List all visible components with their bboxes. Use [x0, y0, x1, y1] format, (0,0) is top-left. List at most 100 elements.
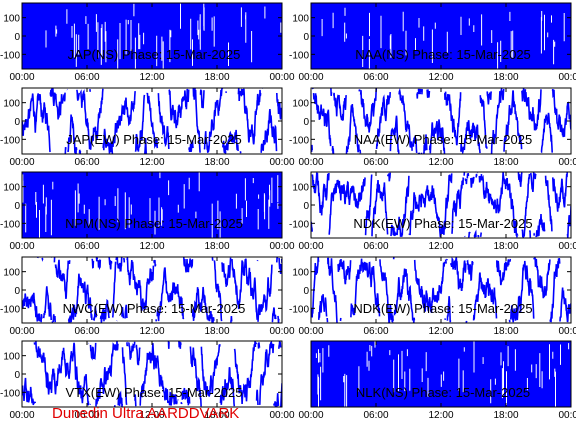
- x-tick-label: 00:00: [269, 410, 294, 421]
- phase-trace-line: [311, 172, 571, 238]
- x-tick-label: 06:00: [363, 326, 388, 337]
- x-tick-label: 00:00: [9, 157, 34, 168]
- y-tick-label: 0: [14, 117, 20, 128]
- y-tick-label: -100: [289, 50, 309, 61]
- phase-trace: [311, 257, 571, 323]
- chart-title: NLK(NS) Phase: 15-Mar-2025: [356, 385, 530, 400]
- x-tick-label: 18:00: [204, 410, 229, 421]
- x-tick-label: 18:00: [493, 326, 518, 337]
- y-tick-label: 100: [292, 268, 309, 279]
- phase-trace-fill: [22, 172, 282, 238]
- chart-panel: 100 0 -100 00:00 06:00 12:00 18:00 00:00 VTX(EW)…: [0, 340, 295, 421]
- y-tick-label: 100: [3, 99, 20, 110]
- x-tick-label: 12:00: [139, 410, 164, 421]
- y-tick-label: 0: [303, 286, 309, 297]
- x-tick-label: 18:00: [204, 241, 229, 252]
- chart-title: NPM(NS) Phase: 15-Mar-2025: [65, 216, 243, 231]
- chart-title: NDK(EW) Phase: 15-Mar-2025: [353, 216, 532, 231]
- x-tick-label: 00:00: [558, 157, 576, 168]
- chart-panel: 100 0 -100 00:00 06:00 12:00 18:00 00:00 JAP(EW)…: [0, 87, 295, 168]
- chart-title: NAA(NS) Phase: 15-Mar-2025: [355, 47, 531, 62]
- x-tick-label: 18:00: [204, 72, 229, 83]
- x-tick-label: 00:00: [9, 326, 34, 337]
- x-tick-label: 12:00: [139, 241, 164, 252]
- x-tick-label: 18:00: [493, 241, 518, 252]
- y-tick-label: 0: [14, 286, 20, 297]
- x-tick-label: 06:00: [363, 157, 388, 168]
- phase-trace-fill: [22, 3, 282, 69]
- x-tick-label: 12:00: [428, 410, 453, 421]
- phase-trace: [22, 257, 282, 323]
- y-tick-label: -100: [289, 219, 309, 230]
- y-tick-label: -100: [0, 304, 20, 315]
- y-tick-label: 100: [3, 268, 20, 279]
- chart-panel: 100 0 -100 00:00 06:00 12:00 18:00 00:00 NWC(EW)…: [0, 256, 295, 337]
- x-tick-label: 06:00: [74, 157, 99, 168]
- y-tick-label: 100: [292, 99, 309, 110]
- x-tick-label: 06:00: [74, 72, 99, 83]
- phase-trace-gaps: [45, 3, 282, 69]
- phase-trace-line: [311, 257, 571, 323]
- chart-title: JAP(NS) Phase: 15-Mar-2025: [68, 47, 241, 62]
- x-tick-label: 12:00: [139, 72, 164, 83]
- y-tick-label: 100: [3, 183, 20, 194]
- x-tick-label: 00:00: [269, 241, 294, 252]
- y-tick-label: -100: [289, 135, 309, 146]
- x-tick-label: 18:00: [493, 72, 518, 83]
- x-tick-label: 00:00: [9, 410, 34, 421]
- y-tick-label: -100: [0, 50, 20, 61]
- x-tick-label: 12:00: [428, 241, 453, 252]
- x-tick-label: 00:00: [9, 72, 34, 83]
- x-tick-label: 00:00: [269, 72, 294, 83]
- y-tick-label: 0: [14, 370, 20, 381]
- chart-title: NWC(EW) Phase: 15-Mar-2025: [63, 301, 246, 316]
- y-tick-label: 0: [14, 201, 20, 212]
- y-tick-label: 0: [14, 32, 20, 43]
- phase-trace: [22, 341, 282, 407]
- x-tick-label: 00:00: [558, 241, 576, 252]
- x-tick-label: 00:00: [558, 72, 576, 83]
- x-tick-label: 00:00: [558, 326, 576, 337]
- x-tick-label: 18:00: [204, 157, 229, 168]
- footer-caption: Dunedin Ultra AARDDVARK: [52, 405, 240, 422]
- chart-title: VTX(EW) Phase: 15-Mar-2025: [65, 385, 242, 400]
- chart-title: NAA(EW) Phase: 15-Mar-2025: [354, 132, 532, 147]
- phase-trace-fill: [311, 3, 571, 69]
- x-tick-label: 00:00: [298, 241, 323, 252]
- phase-trace-line: [22, 341, 282, 407]
- y-tick-label: -100: [0, 219, 20, 230]
- phase-trace: [22, 172, 282, 238]
- x-tick-label: 00:00: [298, 157, 323, 168]
- x-tick-label: 00:00: [298, 326, 323, 337]
- phase-trace-fill: [311, 341, 571, 407]
- x-tick-label: 00:00: [9, 241, 34, 252]
- x-tick-label: 00:00: [269, 326, 294, 337]
- x-tick-label: 00:00: [298, 72, 323, 83]
- chart-title: JAP(EW) Phase: 15-Mar-2025: [66, 132, 242, 147]
- y-tick-label: 100: [3, 352, 20, 363]
- x-tick-label: 06:00: [363, 410, 388, 421]
- phase-trace-gaps: [315, 341, 570, 407]
- chart-panel: 100 0 -100 00:00 06:00 12:00 18:00 00:00 NPM(NS)…: [0, 171, 295, 252]
- x-tick-label: 06:00: [363, 241, 388, 252]
- phase-trace: [22, 3, 282, 69]
- phase-trace-gaps: [321, 7, 565, 69]
- x-tick-label: 18:00: [493, 410, 518, 421]
- chart-panel: 100 0 -100 00:00 06:00 12:00 18:00 00:00 NDK(EW)…: [289, 256, 576, 337]
- y-tick-label: -100: [0, 388, 20, 399]
- x-tick-label: 06:00: [74, 410, 99, 421]
- x-tick-label: 12:00: [139, 326, 164, 337]
- x-tick-label: 18:00: [204, 326, 229, 337]
- phase-trace: [311, 3, 571, 69]
- phase-trace: [22, 88, 282, 154]
- x-tick-label: 12:00: [428, 157, 453, 168]
- y-tick-label: -100: [0, 135, 20, 146]
- x-tick-label: 00:00: [558, 410, 576, 421]
- phase-trace: [311, 341, 571, 407]
- y-tick-label: 100: [292, 14, 309, 25]
- chart-panel: 00:00 06:00 12:00 18:00 00:00 NLK(NS) Phase: …: [298, 340, 576, 421]
- x-tick-label: 06:00: [74, 326, 99, 337]
- x-tick-label: 06:00: [74, 241, 99, 252]
- y-tick-label: 100: [292, 183, 309, 194]
- y-tick-label: -100: [289, 304, 309, 315]
